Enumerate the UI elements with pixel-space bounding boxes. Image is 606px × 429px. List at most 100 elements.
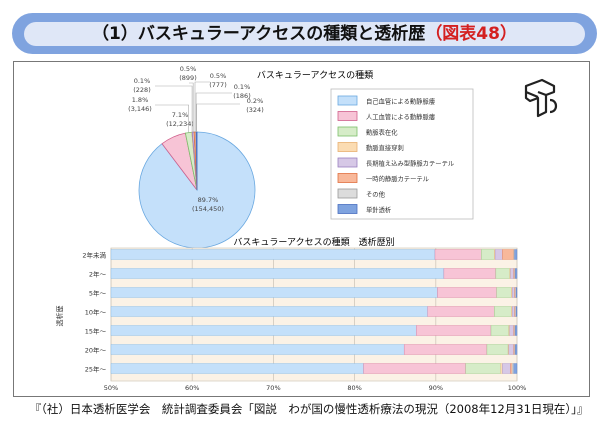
bar-segment	[465, 363, 501, 374]
pie-title: バスキュラーアクセスの種類	[257, 70, 373, 81]
bar-segment	[403, 344, 488, 355]
chart-frame	[13, 61, 590, 397]
bar-segment	[515, 325, 518, 336]
logo-icon	[524, 78, 558, 118]
pie-count-label: (12,234)	[166, 120, 194, 128]
source-citation: 『（社）日本透析医学会 統計調査委員会「図説 わが国の慢性透析療法の現況（200…	[29, 402, 589, 416]
figure-ref: （図表48）	[425, 24, 517, 44]
pie-count-label: (228)	[133, 86, 150, 94]
bar-segment	[508, 344, 514, 355]
bar-segment	[110, 363, 364, 374]
bar-segment	[481, 249, 495, 260]
legend-swatch	[337, 157, 358, 168]
pie-label: 7.1%	[172, 111, 189, 119]
pie-label: 89.7%	[198, 196, 219, 204]
bar-segment	[110, 306, 428, 317]
bar-segment	[513, 363, 518, 374]
legend-label: その他	[366, 190, 386, 199]
bar-segment	[494, 306, 512, 317]
pie-label: 0.5%	[180, 65, 197, 73]
bar-segment	[514, 249, 518, 260]
bar-segment	[110, 249, 436, 260]
bar-segment	[490, 325, 510, 336]
y-axis-label: 透析歴	[55, 306, 64, 327]
y-tick-label: 25年～	[85, 365, 107, 374]
bar-segment	[416, 325, 492, 336]
pie-count-label: (899)	[179, 74, 196, 82]
page-title: （1）バスキュラーアクセスの種類と透析歴（図表48）	[24, 22, 585, 46]
legend-label: 長期植え込み型静脈カテーテル	[366, 159, 454, 168]
legend-swatch	[337, 173, 358, 183]
bar-segment	[516, 287, 518, 298]
bar-segment	[510, 363, 513, 374]
bar-segment	[363, 363, 466, 374]
leader-line	[195, 92, 232, 133]
legend-label: 一時的静脈カテーテル	[366, 174, 429, 183]
bar-segment	[515, 344, 518, 355]
pie-count-label: (777)	[209, 81, 226, 89]
legend-swatch	[337, 204, 358, 214]
bar-segment	[509, 325, 514, 336]
x-tick-label: 100%	[508, 384, 527, 392]
leader-line	[155, 85, 193, 133]
legend-label: 動脈表在化	[366, 128, 398, 137]
x-tick-label: 70%	[266, 384, 280, 392]
legend-swatch	[337, 142, 358, 152]
legend-swatch	[337, 188, 358, 199]
bar-segment	[110, 287, 438, 298]
title-text: （1）バスキュラーアクセスの種類と透析歴	[92, 24, 426, 44]
y-tick-label: 2年未満	[82, 251, 106, 260]
legend-label: 人工血管による動静脈瘻	[366, 112, 436, 121]
bar-chart-title: バスキュラーアクセスの種類 透析歴別	[233, 236, 394, 248]
bar-segment	[496, 287, 512, 298]
legend-label: 動脈直接穿刺	[366, 143, 404, 152]
x-tick-label: 80%	[347, 384, 361, 392]
bar-segment	[516, 306, 518, 317]
pie-label: 0.5%	[210, 72, 227, 80]
bar-segment	[511, 363, 514, 374]
bar-segment	[110, 268, 445, 279]
bar-segment	[486, 344, 509, 355]
leader-line	[196, 103, 240, 133]
bar-segment	[510, 268, 514, 279]
bar-segment	[511, 306, 515, 317]
legend-swatch	[337, 126, 358, 137]
bar-segment	[443, 268, 497, 279]
bar-segment	[110, 344, 405, 355]
legend-label: 単針透析	[366, 205, 392, 214]
leader-line	[194, 81, 210, 133]
x-tick-label: 90%	[429, 384, 443, 392]
legend-box	[330, 88, 474, 220]
pie-count-label: (154,450)	[192, 205, 224, 213]
bar-segment	[494, 249, 503, 260]
pie-label: 0.1%	[234, 83, 251, 91]
bar-segment	[500, 363, 503, 374]
y-tick-label: 10年～	[85, 308, 107, 317]
y-tick-label: 2年～	[89, 270, 107, 279]
legend-swatch	[337, 111, 358, 121]
bar-segment	[437, 287, 497, 298]
bar-segment	[515, 268, 518, 279]
bar-segment	[110, 325, 417, 336]
legend-swatch	[337, 95, 358, 106]
leader-line	[155, 104, 189, 133]
pie-count-label: (186)	[233, 92, 250, 100]
bar-segment	[502, 363, 511, 374]
x-tick-label: 50%	[104, 384, 118, 392]
pie-label: 1.8%	[132, 96, 149, 104]
pie-count-label: (324)	[246, 106, 263, 114]
pie-count-label: (3,146)	[128, 105, 152, 113]
title-banner: （1）バスキュラーアクセスの種類と透析歴（図表48）	[12, 13, 597, 54]
y-tick-label: 5年～	[89, 289, 107, 298]
bar-segment	[434, 249, 482, 260]
pie-label: 0.1%	[134, 77, 151, 85]
bar-segment	[495, 268, 510, 279]
leader-line	[189, 82, 194, 133]
pie-label: 0.2%	[247, 97, 264, 105]
legend-label: 自己血管による動静脈瘻	[366, 97, 436, 106]
y-tick-label: 15年～	[85, 327, 107, 336]
bar-segment	[427, 306, 495, 317]
bar-segment	[511, 287, 515, 298]
